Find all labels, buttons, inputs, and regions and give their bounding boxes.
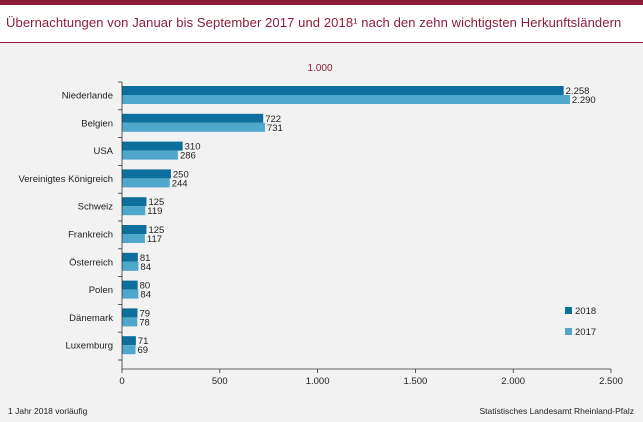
title-accent-bar [0,0,643,5]
value-label-2018-usa: 310 [185,142,201,153]
value-label-2017-luxemburg: 69 [137,345,148,356]
value-label-2018-polen: 80 [140,281,151,292]
value-label-2017-polen: 84 [140,290,151,301]
bar-2018-luxemburg [122,336,136,346]
value-label-2018-luxemburg: 71 [138,336,149,347]
axis-layer: Niederlande Belgien USA Vereinigtes Königre… [18,81,623,387]
bar-2018-frankreich [122,225,147,234]
x-tick-label: 0 [119,376,124,387]
bar-2018-polen [122,280,138,290]
bar-2017-schweiz [122,206,146,216]
value-label-2018-osterreich: 81 [140,253,151,264]
category-label-danemark: Dänemark [69,313,113,324]
unit-label: 1.000 [307,63,332,74]
value-label-2017-danemark: 78 [139,317,150,328]
value-label-2017-vereinigtes-konigreich: 244 [172,178,188,189]
value-label-2017-belgien: 731 [267,123,283,134]
value-label-2017-osterreich: 84 [140,262,151,273]
value-label-2018-belgien: 722 [265,114,281,125]
bar-2017-danemark [122,317,138,327]
legend-label-2017: 2017 [575,327,596,338]
bar-2018-vereinigtes-konigreich [122,169,171,179]
bars-layer: 2.2582.290722731310286250244125119125117… [122,86,596,356]
legend-swatch-2017 [565,328,572,335]
x-tick-label: 2.000 [501,376,525,387]
value-label-2018-vereinigtes-konigreich: 250 [173,169,189,180]
value-label-2018-schweiz: 125 [148,197,164,208]
legend: 2018 2017 [565,306,596,338]
category-label-polen: Polen [89,285,113,296]
bar-2017-usa [122,150,178,160]
x-tick-label: 1.000 [306,376,330,387]
value-label-2018-niederlande: 2.258 [566,86,590,97]
bar-2017-osterreich [122,261,139,271]
category-label-osterreich: Österreich [69,257,113,268]
bar-2017-frankreich [122,234,145,243]
title-band: Übernachtungen von Januar bis September … [0,5,643,43]
category-label-frankreich: Frankreich [68,230,113,241]
title-divider [0,42,643,43]
bar-2018-belgien [122,113,264,123]
bar-2018-usa [122,141,183,151]
category-label-vereinigtes-konigreich: Vereinigtes Königreich [18,174,113,185]
bar-2018-danemark [122,308,138,318]
x-tick-label: 2.500 [599,376,623,387]
legend-label-2018: 2018 [575,306,596,317]
value-label-2018-frankreich: 125 [148,225,164,236]
bar-2017-belgien [122,122,265,132]
value-label-2018-danemark: 79 [139,308,150,319]
bar-2017-vereinigtes-konigreich [122,178,170,188]
category-label-belgien: Belgien [81,118,113,129]
source-note: Statistisches Landesamt Rheinland-Pfalz [480,406,635,416]
x-tick-label: 500 [212,376,228,387]
footnote: 1 Jahr 2018 vorläufig [8,406,88,416]
x-tick-label: 1.500 [404,376,428,387]
value-label-2017-schweiz: 119 [147,206,162,217]
legend-swatch-2018 [565,307,572,314]
value-label-2017-frankreich: 117 [147,234,162,245]
bar-2018-schweiz [122,197,147,207]
bar-2017-polen [122,289,139,299]
category-label-niederlande: Niederlande [62,91,113,102]
value-label-2017-usa: 286 [180,151,196,162]
chart-title: Übernachtungen von Januar bis September … [6,15,622,30]
bar-2018-osterreich [122,252,138,262]
category-label-luxemburg: Luxemburg [65,341,113,352]
value-label-2017-niederlande: 2.290 [572,95,596,106]
bar-2017-luxemburg [122,345,136,355]
bar-2017-niederlande [122,95,570,104]
category-label-schweiz: Schweiz [78,202,114,213]
bar-2018-niederlande [122,86,564,95]
category-label-usa: USA [93,146,113,157]
